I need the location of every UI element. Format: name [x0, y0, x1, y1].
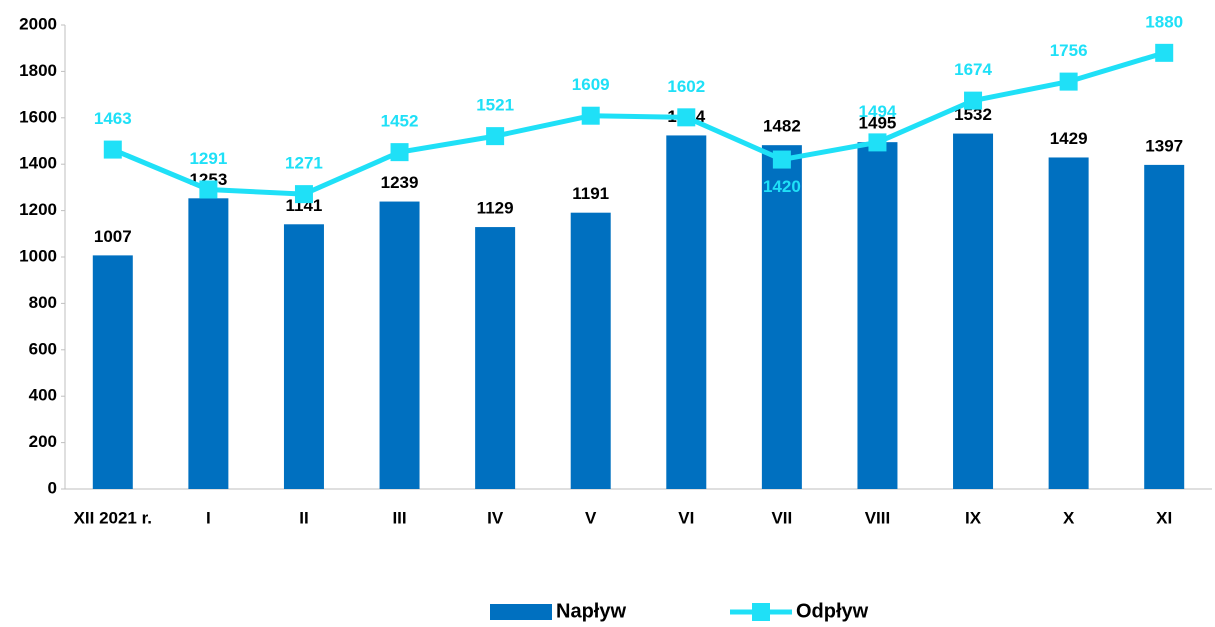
bar-value-label: 1007	[94, 227, 132, 246]
bar-value-label: 1532	[954, 105, 992, 124]
line-value-label: 1521	[476, 96, 514, 115]
bar	[953, 133, 994, 490]
line-marker	[964, 91, 983, 110]
bar	[1048, 157, 1089, 490]
x-tick-label: IV	[487, 508, 504, 527]
line-marker	[581, 106, 600, 125]
y-tick-label: 200	[29, 432, 57, 451]
y-tick-label: 1600	[19, 107, 57, 126]
line-value-label: 1602	[667, 77, 705, 96]
bar-value-label: 1397	[1145, 136, 1183, 155]
x-tick-label: III	[392, 508, 406, 527]
line-marker	[772, 150, 791, 169]
legend-label: Napływ	[556, 600, 626, 622]
x-tick-label: VIII	[865, 508, 891, 527]
line	[111, 50, 1165, 197]
bar-value-label: 1429	[1050, 129, 1088, 148]
x-tick-label: XI	[1156, 508, 1172, 527]
bar	[857, 142, 898, 489]
bar	[475, 227, 516, 489]
line-value-label: 1463	[94, 109, 132, 128]
line-value-label: 1271	[285, 154, 323, 173]
bar-value-label: 1141	[286, 196, 323, 215]
line-marker	[294, 185, 313, 204]
legend-label: Odpływ	[796, 600, 869, 622]
bar	[1144, 164, 1185, 489]
x-tick-label: XII 2021 r.	[74, 508, 152, 527]
line-marker	[677, 108, 696, 127]
bar	[379, 201, 420, 489]
y-tick-label: 800	[29, 293, 57, 312]
y-tick-label: 600	[29, 339, 57, 358]
y-tick-label: 0	[48, 478, 57, 497]
legend-swatch	[490, 604, 552, 620]
line-value-label: 1880	[1145, 12, 1183, 31]
line-value-label: 1420	[763, 177, 801, 196]
line-marker	[486, 127, 505, 146]
y-tick-label: 1000	[19, 246, 57, 265]
bar-value-label: 1495	[859, 114, 897, 133]
line-value-label: 1674	[954, 60, 992, 79]
line-value-label: 1609	[572, 75, 610, 94]
legend-swatch	[752, 603, 770, 621]
y-tick-label: 1800	[19, 61, 57, 80]
line-marker	[390, 143, 409, 162]
line-marker	[103, 140, 122, 159]
line-marker	[1155, 43, 1174, 62]
line-value-label: 1452	[381, 112, 419, 131]
bar	[92, 255, 133, 489]
y-tick-label: 1400	[19, 154, 57, 173]
bar	[283, 224, 324, 489]
line-marker	[199, 180, 218, 199]
y-tick-label: 1200	[19, 200, 57, 219]
bar-value-label: 1482	[763, 117, 801, 136]
bar	[188, 198, 229, 489]
line-value-label: 1756	[1050, 41, 1088, 60]
x-tick-label: X	[1063, 508, 1075, 527]
bar-value-label: 1191	[572, 184, 609, 203]
x-tick-label: VII	[771, 508, 792, 527]
y-tick-label: 400	[29, 386, 57, 405]
x-tick-label: VI	[678, 508, 694, 527]
x-tick-label: IX	[965, 508, 982, 527]
x-tick-label: I	[206, 508, 211, 527]
bar	[570, 212, 611, 490]
line-marker	[868, 133, 887, 152]
x-tick-label: II	[299, 508, 308, 527]
bar-value-label: 1129	[477, 199, 514, 218]
bar	[666, 135, 707, 489]
x-tick-label: V	[585, 508, 597, 527]
line-value-label: 1291	[189, 149, 227, 168]
y-tick-label: 2000	[19, 14, 57, 33]
bar-value-label: 1239	[381, 173, 419, 192]
line-value-label: 1494	[859, 102, 897, 121]
line-marker	[1059, 72, 1078, 91]
bar	[761, 145, 802, 489]
